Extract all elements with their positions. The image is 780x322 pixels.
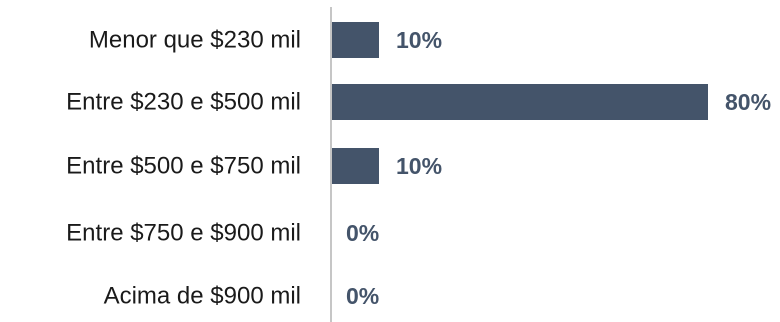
data-labels-group: 10% 80% 10% 0% 0% xyxy=(346,27,771,309)
bar xyxy=(332,148,379,184)
bar xyxy=(332,84,708,120)
data-label: 0% xyxy=(346,283,379,309)
category-label: Menor que $230 mil xyxy=(89,27,301,54)
category-label: Entre $230 e $500 mil xyxy=(66,89,301,116)
category-labels-group: Menor que $230 mil Entre $230 e $500 mil E… xyxy=(66,27,301,310)
bars-group xyxy=(332,22,708,184)
data-label: 10% xyxy=(396,27,442,53)
bar xyxy=(332,22,379,58)
category-label: Acima de $900 mil xyxy=(104,283,301,310)
category-label: Entre $750 e $900 mil xyxy=(66,220,301,247)
data-label: 10% xyxy=(396,153,442,179)
category-label: Entre $500 e $750 mil xyxy=(66,153,301,180)
data-label: 0% xyxy=(346,220,379,246)
data-label: 80% xyxy=(725,89,771,115)
